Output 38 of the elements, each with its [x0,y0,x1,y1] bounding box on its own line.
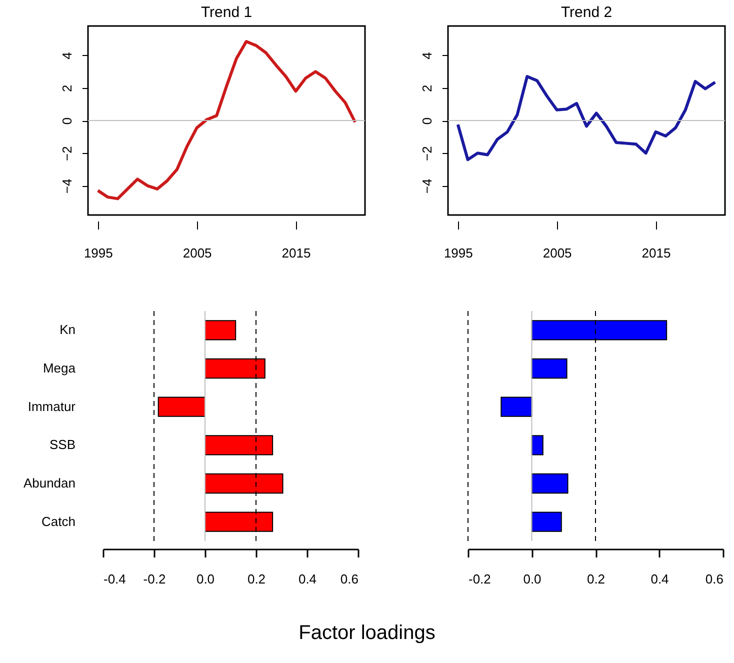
x-tick-label: 1995 [84,246,113,260]
chart-title: Trend 1 [200,4,252,21]
y-tick-label: 2 [420,84,434,92]
line-series [456,75,717,162]
y-tick-label: −2 [60,146,74,161]
chart-title: Trend 2 [560,4,612,21]
x-tick-label: 0.2 [247,572,266,586]
y-tick-label: −4 [420,178,434,194]
y-tick-label: 2 [60,84,74,92]
y-tick-label: 4 [420,52,434,60]
x-tick-label: -0.2 [143,572,166,586]
x-tick-label: 2005 [182,246,212,260]
y-tick-label: Abundan [23,476,76,490]
line-series [96,40,357,200]
x-tick-label: 0.4 [298,572,317,586]
x-tick-label: 0.2 [586,572,606,586]
x-tick-label: 2015 [282,246,311,260]
y-tick-label: −2 [420,146,434,161]
x-tick-label: 0.4 [650,572,669,586]
y-tick-label: Immatur [28,398,76,414]
y-tick-label: Mega [42,360,76,376]
x-tick-label: 2005 [542,246,572,260]
x-tick-label: -0.2 [468,572,491,586]
y-tick-label: Catch [42,514,76,529]
y-tick-label: Kn [60,322,76,338]
x-tick-label: 0.6 [340,572,358,586]
x-axis-title: Factor loadings [298,622,436,645]
x-tick-label: 0.6 [705,572,724,586]
y-tick-label: 0 [420,117,434,125]
x-tick-label: 2015 [642,246,671,260]
x-tick-label: -0.4 [104,572,126,586]
y-tick-label: SSB [49,437,76,452]
y-tick-label: −4 [60,178,74,194]
x-tick-label: 0.0 [196,572,215,586]
x-tick-label: 1995 [444,246,473,260]
y-tick-label: 4 [60,52,74,60]
x-tick-label: 0.0 [523,572,542,586]
y-tick-label: 0 [60,117,74,125]
